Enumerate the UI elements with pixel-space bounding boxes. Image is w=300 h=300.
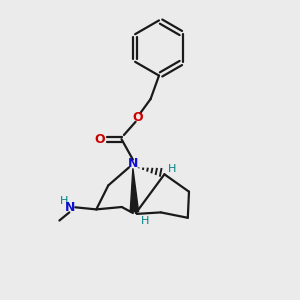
Text: N: N: [65, 201, 75, 214]
Text: H: H: [168, 164, 176, 174]
Text: O: O: [94, 133, 105, 146]
Text: O: O: [133, 111, 143, 124]
Polygon shape: [130, 168, 139, 212]
Text: N: N: [128, 157, 138, 170]
Text: H: H: [60, 196, 69, 206]
Text: H: H: [141, 216, 149, 226]
